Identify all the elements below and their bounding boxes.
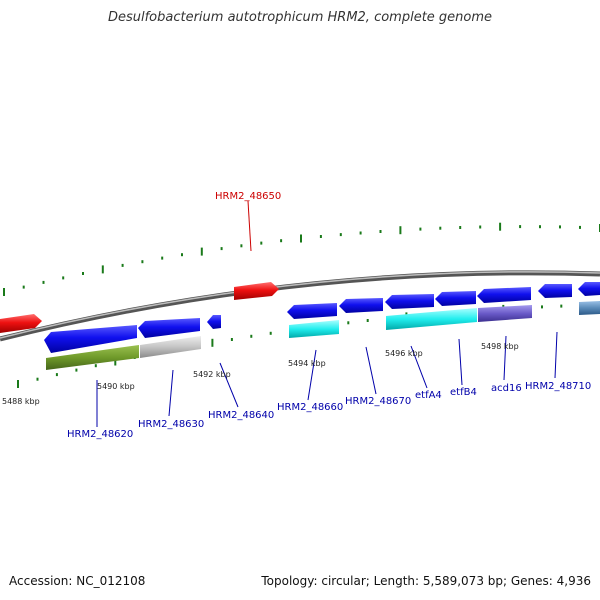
gene-label-acd16[interactable]: acd16 bbox=[491, 383, 522, 394]
scale-labels: 5488 kbp 5490 kbp 5492 kbp 5494 kbp 5496… bbox=[2, 342, 519, 406]
scale-label-5490: 5490 kbp bbox=[97, 382, 135, 391]
scale-label-5494: 5494 kbp bbox=[288, 359, 326, 368]
feature-olive[interactable] bbox=[46, 345, 139, 370]
gene-label-hrm2-48630[interactable]: HRM2_48630 bbox=[138, 419, 204, 430]
feature-purple[interactable] bbox=[478, 305, 532, 322]
connector-hrm2-48630 bbox=[168, 369, 174, 417]
feature-gray[interactable] bbox=[140, 336, 201, 358]
gene-label-hrm2-48640[interactable]: HRM2_48640 bbox=[208, 410, 274, 421]
gene-hrm2-48640[interactable] bbox=[207, 315, 221, 329]
gene-hrm2-48670[interactable] bbox=[339, 298, 383, 313]
gene-label-etfa4[interactable]: etfA4 bbox=[415, 390, 442, 401]
feature-steel[interactable] bbox=[579, 301, 600, 315]
scale-label-5498: 5498 kbp bbox=[481, 342, 519, 351]
feature-cyan-right[interactable] bbox=[386, 308, 477, 330]
accession-label: Accession: NC_012108 bbox=[9, 574, 146, 588]
gene-etfb4[interactable] bbox=[435, 291, 476, 306]
gene-etfa4[interactable] bbox=[385, 294, 434, 309]
gene-acd16[interactable] bbox=[477, 287, 531, 303]
genome-backbone-highlight bbox=[0, 271, 600, 339]
outer-tick-row bbox=[3, 222, 600, 296]
gene-hrm2-48650[interactable] bbox=[234, 282, 279, 300]
map-title: Desulfobacterium autotrophicum HRM2, com… bbox=[107, 10, 493, 25]
topology-info: Topology: circular; Length: 5,589,073 bp… bbox=[261, 574, 591, 588]
connector-hrm2-48650 bbox=[247, 200, 252, 252]
reverse-strand-genes bbox=[44, 282, 600, 353]
gene-hrm2-48630[interactable] bbox=[138, 318, 200, 338]
gene-label-hrm2-48650[interactable]: HRM2_48650 bbox=[215, 191, 281, 202]
gene-hrm2-48620[interactable] bbox=[44, 325, 137, 353]
gene-label-hrm2-48660[interactable]: HRM2_48660 bbox=[277, 402, 343, 413]
feature-bars bbox=[46, 301, 600, 370]
gene-label-etfb4[interactable]: etfB4 bbox=[450, 387, 477, 398]
genome-backbone bbox=[0, 270, 600, 342]
scale-label-5488: 5488 kbp bbox=[2, 397, 40, 406]
label-connectors bbox=[96, 200, 558, 427]
connector-etfb4 bbox=[458, 338, 463, 386]
connector-hrm2-48670 bbox=[365, 346, 377, 395]
connector-hrm2-48710 bbox=[554, 331, 558, 379]
connector-etfa4 bbox=[410, 345, 428, 389]
outer-strand-genes bbox=[0, 282, 279, 333]
gene-hrm2-48710[interactable] bbox=[538, 284, 572, 298]
gene-label-hrm2-48670[interactable]: HRM2_48670 bbox=[345, 396, 411, 407]
gene-label-hrm2-48620[interactable]: HRM2_48620 bbox=[67, 429, 133, 440]
gene-partial-left-red[interactable] bbox=[0, 314, 42, 333]
scale-label-5496: 5496 kbp bbox=[385, 349, 423, 358]
scale-label-5492: 5492 kbp bbox=[193, 370, 231, 379]
connector-hrm2-48640 bbox=[219, 362, 239, 408]
connector-acd16 bbox=[503, 335, 507, 381]
gene-label-hrm2-48710[interactable]: HRM2_48710 bbox=[525, 381, 591, 392]
feature-cyan-left[interactable] bbox=[289, 320, 339, 338]
gene-partial-right[interactable] bbox=[578, 282, 600, 296]
gene-labels: HRM2_48650 HRM2_48620 HRM2_48630 HRM2_48… bbox=[67, 191, 591, 440]
connector-hrm2-48660 bbox=[307, 349, 317, 401]
gene-hrm2-48660[interactable] bbox=[287, 303, 337, 319]
